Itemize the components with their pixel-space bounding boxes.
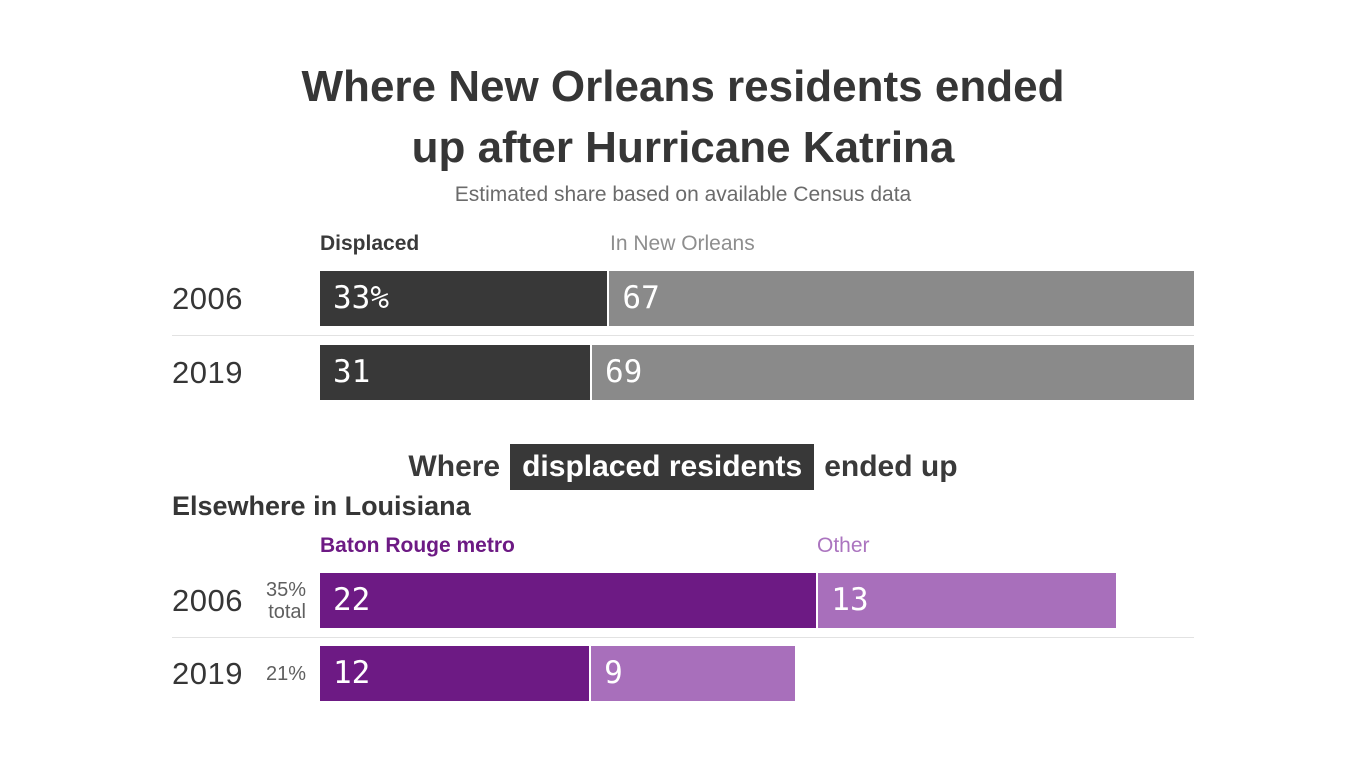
top-chart-row-2019: 2019 31 69 — [0, 345, 1366, 400]
bar-segment-in-new-orleans: 69 — [591, 345, 1194, 400]
bar-value: 12 — [333, 655, 371, 691]
bar-segment-in-new-orleans: 67 — [609, 271, 1194, 326]
bar-segment-other: 13 — [818, 573, 1117, 628]
bar-segment-baton-rouge: 22 — [320, 573, 817, 628]
total-annotation-line1: 21% — [265, 662, 306, 685]
legend-label-baton-rouge-metro: Baton Rouge metro — [320, 534, 515, 557]
bar-value: 13 — [831, 582, 869, 618]
bottom-chart-row-2019: 2019 21% 12 9 — [0, 646, 1366, 701]
page-title: Where New Orleans residents ended up aft… — [0, 56, 1366, 178]
year-label: 2006 — [172, 582, 243, 618]
year-label: 2019 — [172, 354, 243, 390]
total-annotation-line1: 35% — [265, 578, 306, 601]
stacked-bar: 31 69 — [320, 345, 1194, 400]
section-heading-prefix: Where — [408, 450, 501, 483]
bar-value: 33% — [333, 280, 389, 316]
section-heading-suffix: ended up — [824, 450, 958, 483]
bottom-chart-row-2006: 2006 35% total 22 13 — [0, 573, 1366, 628]
bar-segment-other: 9 — [591, 646, 796, 701]
page-subtitle: Estimated share based on available Censu… — [454, 183, 912, 206]
section-heading-highlight: displaced residents — [510, 444, 815, 490]
bar-value: 22 — [333, 582, 371, 618]
legend-label-in-new-orleans: In New Orleans — [610, 232, 755, 255]
total-annotation: 35% total — [172, 579, 306, 623]
year-label: 2019 — [172, 655, 243, 691]
year-label: 2006 — [172, 280, 243, 316]
top-chart-row-2006: 2006 33% 67 — [0, 271, 1366, 326]
bar-value: 31 — [333, 354, 371, 390]
bar-value: 9 — [604, 655, 623, 691]
stacked-bar: 33% 67 — [320, 271, 1194, 326]
stacked-bar: 22 13 — [320, 573, 1194, 628]
page-title-line2: up after Hurricane Katrina — [411, 123, 955, 172]
subsection-heading: Elsewhere in Louisiana — [172, 491, 471, 521]
stacked-bar: 12 9 — [320, 646, 1194, 701]
page-title-line1: Where New Orleans residents ended — [301, 62, 1065, 111]
section-heading: Where displaced residents ended up — [0, 443, 1366, 491]
bar-value: 67 — [622, 280, 660, 316]
bar-segment-displaced: 33% — [320, 271, 608, 326]
row-separator — [172, 637, 1194, 638]
bar-segment-baton-rouge: 12 — [320, 646, 590, 701]
bar-segment-displaced: 31 — [320, 345, 590, 400]
legend-label-displaced: Displaced — [320, 232, 420, 255]
legend-label-other: Other — [817, 534, 870, 557]
total-annotation: 21% — [172, 663, 306, 685]
row-separator — [172, 335, 1194, 336]
total-annotation-line2: total — [268, 600, 306, 623]
bar-value: 69 — [604, 354, 643, 390]
